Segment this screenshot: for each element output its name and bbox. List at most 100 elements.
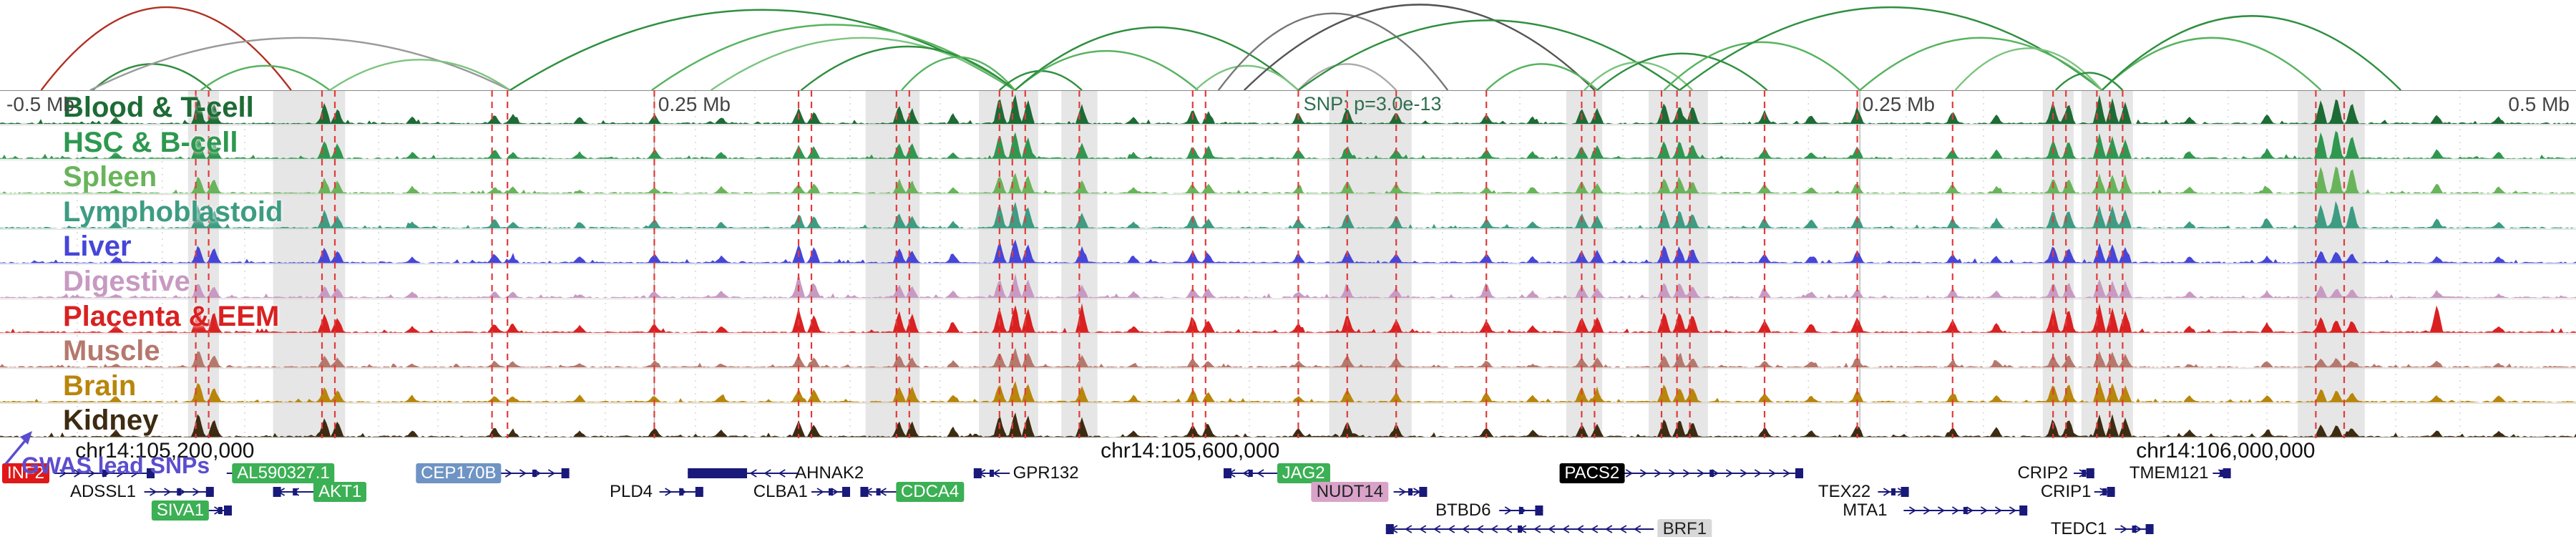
interaction-arc [1297, 19, 1680, 90]
ruler-label: 0.25 Mb [658, 93, 731, 115]
gene-label-tex22: TEX22 [1818, 482, 1871, 501]
gene-label-akt1: AKT1 [313, 482, 367, 502]
gene-label-jag2: JAG2 [1277, 463, 1330, 483]
signal-spleen [0, 166, 2576, 194]
gwas-lead-snps-label: GWAS lead SNPs [21, 453, 210, 478]
gene-body-crip1 [2094, 487, 2115, 497]
track-label-spleen: Spleen [63, 161, 157, 193]
interaction-arc [1596, 52, 1768, 90]
gene-label-cep170b: CEP170B [416, 463, 502, 483]
ruler-label: -0.5 Mb [6, 93, 74, 115]
gene-label-cdca4: CDCA4 [895, 482, 965, 502]
signal-tracks-panel [0, 90, 2576, 438]
signal-brain [0, 379, 2576, 402]
gene-label-btbd6: BTBD6 [1435, 500, 1491, 520]
gene-label-al590327.1: AL590327.1 [232, 463, 335, 483]
gene-body-mta1 [1903, 505, 2028, 516]
gene-label-siva1: SIVA1 [151, 500, 210, 521]
interaction-arc [2054, 72, 2124, 90]
interaction-arcs-panel [40, 4, 2402, 90]
gene-label-tmem121: TMEM121 [2129, 463, 2209, 483]
interaction-arc [2101, 15, 2402, 90]
gene-label-ahnak2: AHNAK2 [795, 463, 864, 483]
gene-body-pacs2 [1620, 468, 1803, 478]
gene-body-adssl1 [144, 487, 214, 497]
interaction-arc [901, 56, 1016, 90]
interaction-arc [200, 64, 331, 90]
interaction-arc [1859, 37, 2103, 90]
gene-label-pld4: PLD4 [609, 482, 653, 501]
gene-label-gpr132: GPR132 [1013, 463, 1079, 483]
gene-body-cep170b [499, 468, 570, 478]
interaction-arc [1014, 49, 1199, 90]
gene-body-pld4 [659, 487, 703, 497]
track-label-hsc-b-cell: HSC & B-cell [63, 126, 238, 158]
interaction-arc [1485, 63, 1598, 90]
gene-body-tex22 [1878, 487, 1909, 497]
signal-hsc-b-cell [0, 130, 2576, 159]
interaction-arc [2101, 37, 2322, 90]
gene-body-cdca4 [860, 487, 897, 497]
coordinate-label: chr14:105,200,000 [75, 439, 255, 463]
gene-body-tmem121 [2212, 468, 2231, 478]
gene-body-crip2 [2074, 468, 2094, 478]
gene-label-crip2: CRIP2 [2017, 463, 2069, 483]
signal-kidney [0, 412, 2576, 437]
signal-placenta-eem [0, 303, 2576, 333]
interaction-arc [329, 59, 511, 90]
gwas-arrow-icon [4, 431, 32, 465]
gene-body-brf1 [1385, 524, 1654, 534]
ruler-label: 0.25 Mb [1862, 93, 1935, 115]
track-label-digestive: Digestive [63, 266, 190, 297]
gene-body-jag2 [1224, 468, 1278, 478]
gene-body-ahnak2 [688, 468, 799, 478]
signal-liver [0, 239, 2576, 263]
gene-body-akt1 [273, 487, 317, 497]
signal-muscle [0, 347, 2576, 368]
gene-body-btbd6 [1499, 505, 1543, 516]
interaction-arc [89, 37, 511, 90]
gene-label-pacs2: PACS2 [1559, 463, 1625, 483]
gene-label-mta1: MTA1 [1843, 500, 1888, 520]
interaction-arc [1663, 41, 1861, 90]
gene-label-tedc1: TEDC1 [2050, 519, 2107, 537]
gene-body-inf2 [54, 468, 155, 478]
interaction-arc [92, 63, 212, 90]
gene-body-clba1 [811, 487, 850, 497]
interaction-arc [800, 45, 1016, 90]
gene-body-tedc1 [2114, 524, 2154, 534]
gene-body-gpr132 [973, 468, 1010, 478]
gene-label-clba1: CLBA1 [753, 482, 808, 501]
track-label-lymphoblastoid: Lymphoblastoid [63, 195, 283, 228]
track-label-liver: Liver [63, 231, 132, 263]
interaction-arc [1243, 4, 1596, 90]
gene-body-siva1 [208, 505, 232, 516]
interaction-arc [1014, 26, 1299, 90]
gene-label-nudt14: NUDT14 [1311, 482, 1389, 502]
interaction-arc [710, 37, 1016, 90]
interaction-arc [1584, 61, 1694, 90]
track-label-kidney: Kidney [63, 405, 159, 437]
coordinate-label: chr14:105,600,000 [1101, 439, 1280, 463]
snp-annotation: SNP: p=3.0e-13 [1303, 93, 1442, 115]
track-label-placenta-eem: Placenta & EEM [63, 300, 280, 332]
gene-label-crip1: CRIP1 [2040, 482, 2092, 501]
signal-digestive [0, 272, 2576, 299]
interaction-arc [1954, 47, 2103, 90]
ruler-label: 0.5 Mb [2508, 93, 2570, 115]
gene-label-inf2: INF2 [1, 463, 50, 483]
track-label-blood-t-cell: Blood & T-cell [63, 92, 254, 123]
interaction-arc [1194, 64, 1299, 90]
signal-blood-t-cell [0, 94, 2576, 125]
signal-lymphoblastoid [0, 200, 2576, 228]
interaction-arc [1297, 63, 1397, 90]
interaction-arc [1217, 12, 1449, 90]
gene-body-nudt14 [1393, 487, 1428, 497]
track-label-muscle: Muscle [63, 335, 160, 367]
interaction-arc [40, 6, 292, 90]
gene-label-adssl1: ADSSL1 [69, 482, 137, 501]
track-label-brain: Brain [63, 369, 137, 402]
gene-label-brf1: BRF1 [1657, 519, 1712, 537]
coordinate-label: chr14:106,000,000 [2136, 439, 2316, 463]
